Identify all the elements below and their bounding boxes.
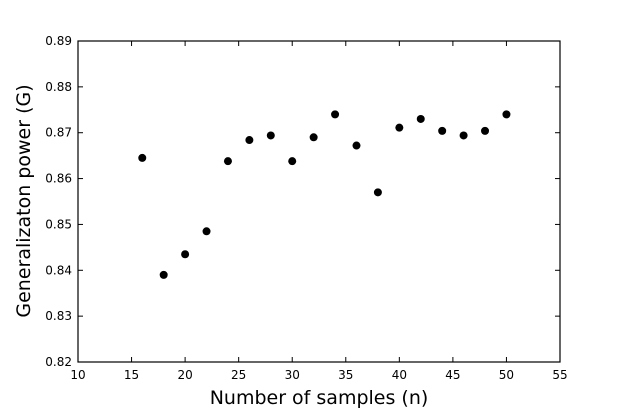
y-axis-ticks: 0.82 0.83 0.84 0.85 0.86 0.87 0.88 0.89 [45, 34, 560, 369]
y-tick-label: 0.86 [45, 172, 72, 186]
y-tick-label: 0.89 [45, 34, 72, 48]
data-point [373, 188, 382, 197]
y-tick-label: 0.82 [45, 355, 72, 369]
x-tick-label: 25 [231, 368, 246, 382]
data-point [331, 110, 340, 119]
x-axis-title: Number of samples (n) [210, 387, 429, 409]
x-tick-label: 55 [552, 368, 567, 382]
x-tick-label: 35 [338, 368, 353, 382]
y-axis-title: Generalizaton power (G) [13, 84, 35, 317]
data-point [438, 126, 447, 135]
data-point [138, 153, 147, 162]
data-point [481, 126, 490, 135]
data-points [138, 110, 511, 279]
y-tick-label: 0.87 [45, 126, 72, 140]
data-point [181, 250, 190, 259]
data-point [288, 157, 297, 166]
x-tick-label: 10 [70, 368, 85, 382]
data-point [202, 227, 211, 236]
data-point [309, 133, 318, 142]
data-point [352, 141, 361, 150]
data-point [223, 157, 232, 166]
x-tick-label: 40 [392, 368, 407, 382]
data-point [245, 136, 254, 145]
x-tick-label: 30 [285, 368, 300, 382]
data-point [459, 131, 468, 140]
x-tick-label: 20 [177, 368, 192, 382]
x-tick-label: 50 [499, 368, 514, 382]
x-tick-label: 15 [124, 368, 139, 382]
x-axis-ticks: 10 15 20 25 30 35 40 45 50 55 [70, 41, 568, 382]
data-point [395, 123, 404, 132]
x-tick-label: 45 [445, 368, 460, 382]
data-point [416, 114, 425, 123]
data-point [266, 131, 275, 140]
plot-frame [77, 40, 561, 363]
y-tick-label: 0.85 [45, 217, 72, 231]
y-tick-label: 0.84 [45, 263, 72, 277]
data-point [159, 270, 168, 279]
y-tick-label: 0.88 [45, 80, 72, 94]
data-point [502, 110, 511, 119]
y-tick-label: 0.83 [45, 309, 72, 323]
